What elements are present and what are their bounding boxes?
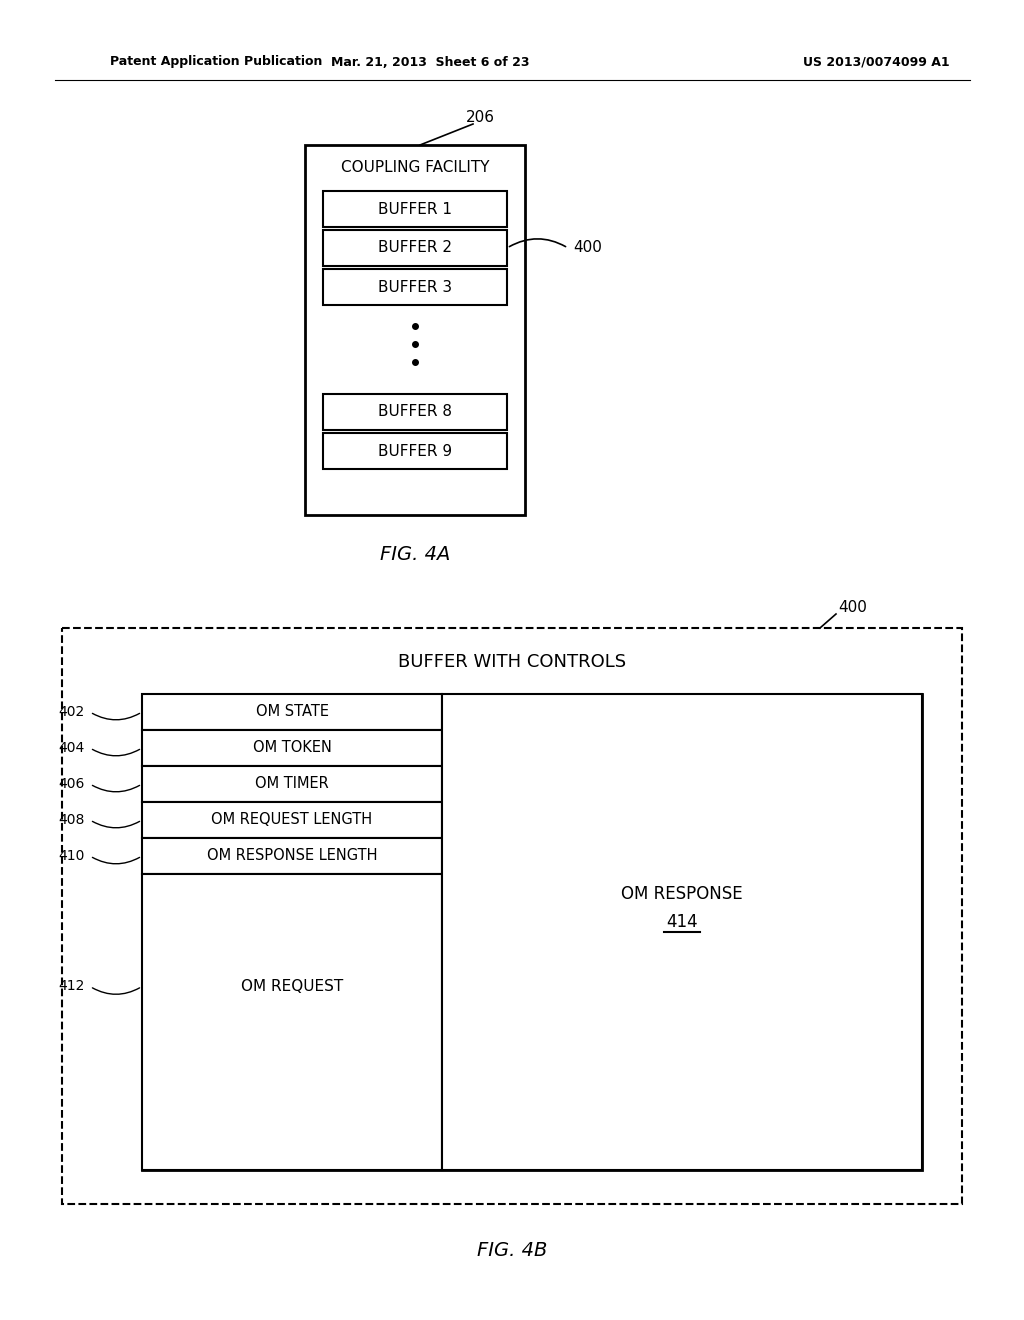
Bar (323, 433, 507, 469)
Bar (142, 694, 922, 1170)
Text: 404: 404 (58, 741, 85, 755)
Bar (142, 838, 442, 874)
Text: 400: 400 (573, 240, 602, 256)
Text: 410: 410 (58, 849, 85, 863)
Text: BUFFER 8: BUFFER 8 (378, 404, 452, 420)
Bar (323, 393, 507, 430)
Text: 414: 414 (667, 913, 697, 931)
Text: 406: 406 (58, 777, 85, 791)
Bar (142, 803, 442, 838)
Bar (142, 694, 442, 730)
Text: BUFFER 9: BUFFER 9 (378, 444, 452, 458)
Bar (323, 230, 507, 267)
Bar (323, 269, 507, 305)
Bar (142, 730, 442, 766)
Text: Mar. 21, 2013  Sheet 6 of 23: Mar. 21, 2013 Sheet 6 of 23 (331, 55, 529, 69)
Text: US 2013/0074099 A1: US 2013/0074099 A1 (804, 55, 950, 69)
Text: OM REQUEST LENGTH: OM REQUEST LENGTH (211, 813, 373, 828)
Text: BUFFER 1: BUFFER 1 (378, 202, 452, 216)
Text: FIG. 4A: FIG. 4A (380, 545, 451, 565)
Text: 400: 400 (838, 601, 867, 615)
Text: 412: 412 (58, 979, 85, 994)
Text: BUFFER 3: BUFFER 3 (378, 280, 452, 294)
Text: Patent Application Publication: Patent Application Publication (110, 55, 323, 69)
Text: OM REQUEST: OM REQUEST (241, 979, 343, 994)
Text: OM TIMER: OM TIMER (255, 776, 329, 792)
Bar (62, 628, 962, 1204)
Text: OM STATE: OM STATE (256, 705, 329, 719)
Bar (305, 145, 525, 515)
Text: 206: 206 (466, 111, 495, 125)
Text: BUFFER 2: BUFFER 2 (378, 240, 452, 256)
Bar (142, 874, 442, 1170)
Bar (142, 766, 442, 803)
Text: OM RESPONSE LENGTH: OM RESPONSE LENGTH (207, 849, 377, 863)
Text: 402: 402 (58, 705, 85, 719)
Text: BUFFER WITH CONTROLS: BUFFER WITH CONTROLS (398, 653, 626, 671)
Text: 408: 408 (58, 813, 85, 828)
Bar (442, 694, 922, 1170)
Text: FIG. 4B: FIG. 4B (477, 1241, 547, 1259)
Text: COUPLING FACILITY: COUPLING FACILITY (341, 160, 489, 174)
Text: OM TOKEN: OM TOKEN (253, 741, 332, 755)
Text: OM RESPONSE: OM RESPONSE (622, 884, 742, 903)
Bar (323, 191, 507, 227)
